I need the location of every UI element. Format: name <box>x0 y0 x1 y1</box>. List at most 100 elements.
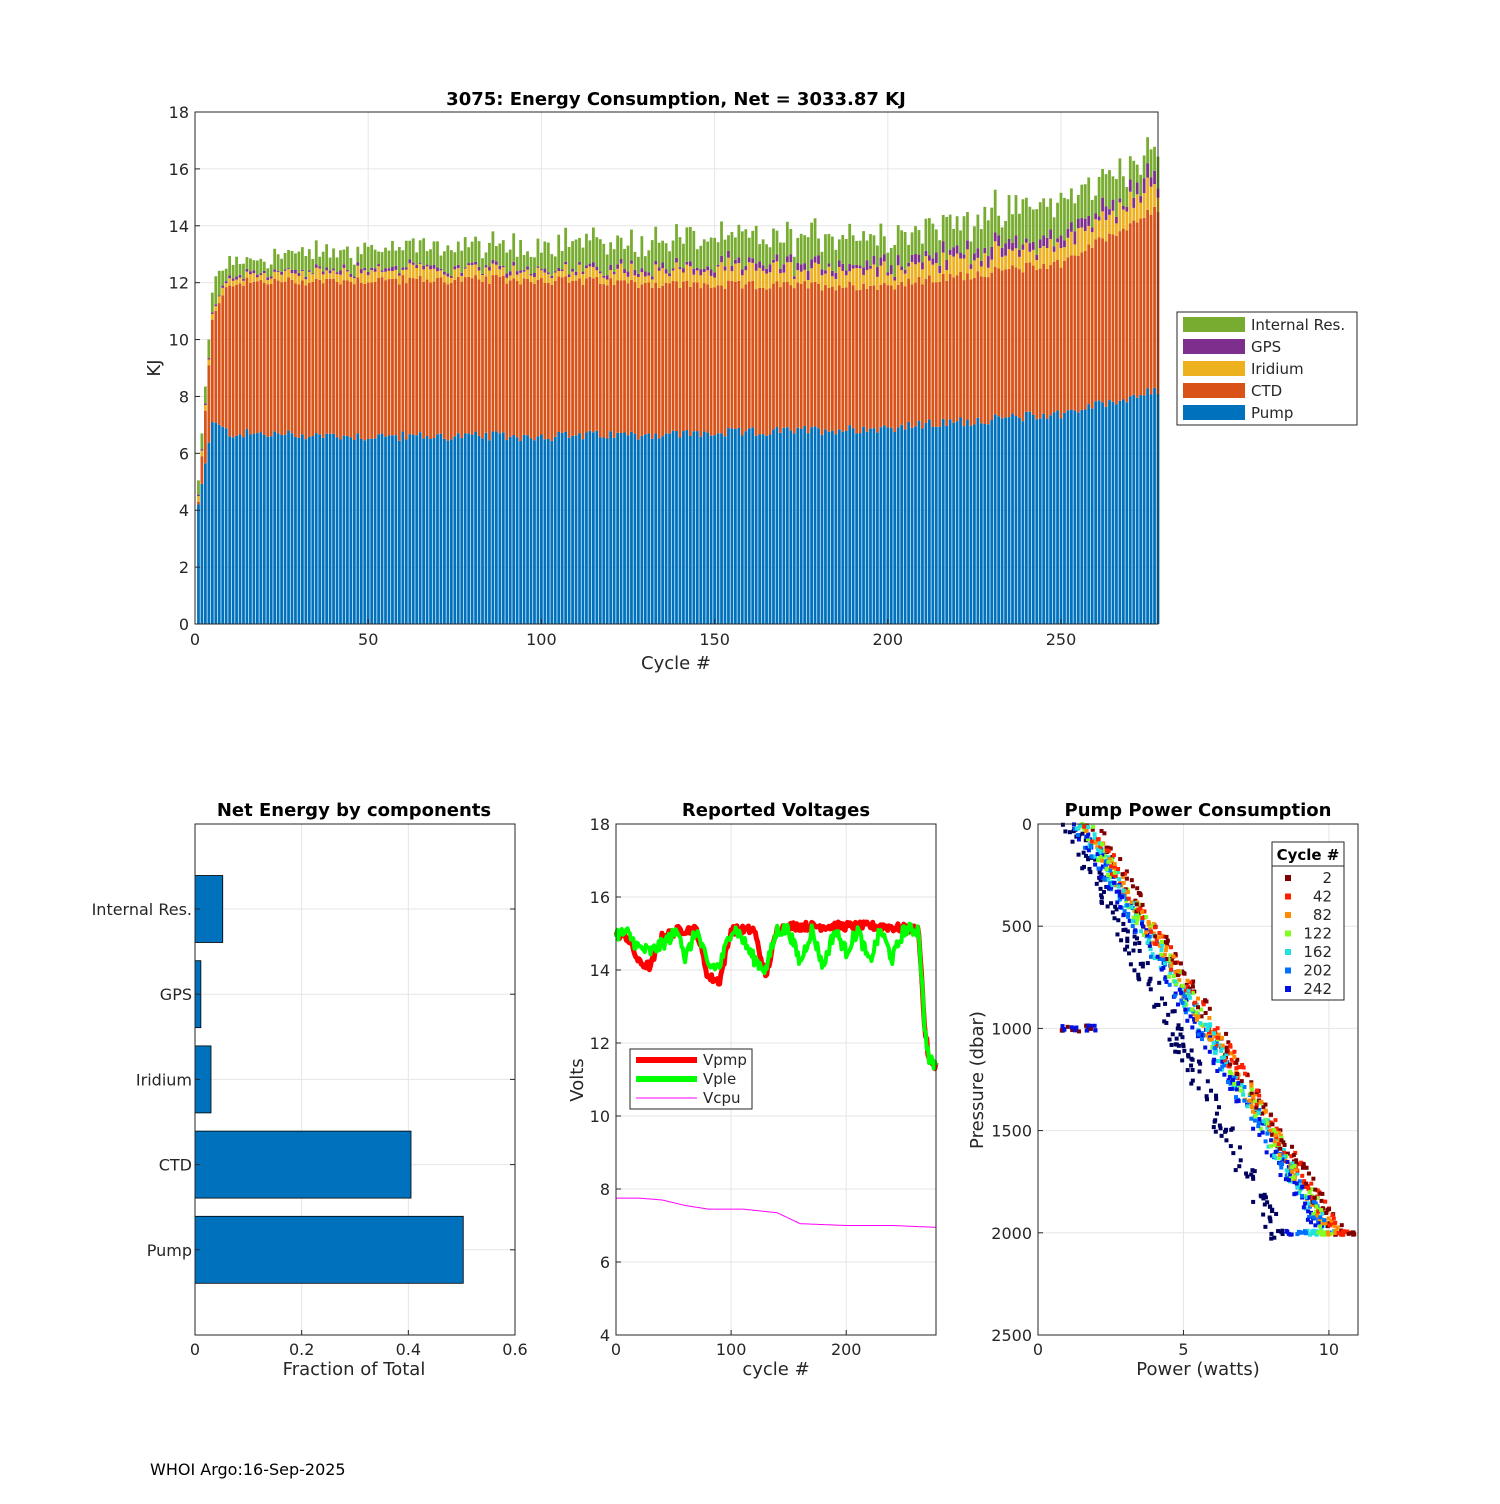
bar-segment-iridium <box>356 265 360 278</box>
bar-segment-iridium <box>664 273 668 283</box>
bar-segment-gps <box>540 269 543 271</box>
scatter-point <box>1097 841 1102 846</box>
bar-segment-ctd <box>761 287 765 435</box>
scatter-point <box>1295 1171 1300 1176</box>
bar-segment-iridium <box>519 272 523 285</box>
bar-segment-pump <box>619 432 623 624</box>
bar-segment-iridium <box>463 268 467 278</box>
scatter-point <box>1273 1118 1278 1123</box>
energy-ytick-label: 18 <box>169 103 189 122</box>
bar-segment-iridium <box>259 275 263 281</box>
scatter-point <box>1113 874 1118 879</box>
scatter-point <box>1258 1126 1263 1131</box>
scatter-point <box>1082 824 1087 829</box>
scatter-point <box>1249 1080 1254 1085</box>
bar-segment-pump <box>342 435 346 624</box>
bar-segment-pump <box>370 438 374 624</box>
scatter-point-dark <box>1211 1125 1216 1130</box>
bar-segment-ctd <box>737 280 741 428</box>
scatter-point <box>1228 1071 1233 1076</box>
bar-segment-pump <box>217 424 221 624</box>
scatter-point-dark <box>1237 1145 1242 1150</box>
pump-xtick-label: 10 <box>1319 1340 1339 1359</box>
legend-swatch-internal <box>1183 317 1245 332</box>
scatter-point <box>1174 970 1179 975</box>
scatter-point <box>1249 1082 1254 1087</box>
bar-segment-internal <box>633 251 637 270</box>
bar-segment-ctd <box>1014 267 1018 417</box>
bar-segment-internal <box>439 255 443 269</box>
bar-segment-gps <box>373 268 377 272</box>
bar-segment-ctd <box>224 287 228 429</box>
scatter-point <box>1209 1032 1214 1037</box>
bar-segment-pump <box>654 433 658 624</box>
bar-segment-pump <box>657 438 661 624</box>
scatter-point-dark <box>1212 1119 1217 1124</box>
bar-segment-pump <box>682 431 685 624</box>
scatter-point <box>1098 875 1103 880</box>
bar-segment-pump <box>647 433 651 624</box>
bar-segment-internal <box>654 226 658 262</box>
bar-segment-internal <box>948 214 952 250</box>
bar-segment-pump <box>591 432 595 624</box>
bar-segment-internal <box>481 258 484 274</box>
bar-segment-iridium <box>1146 177 1149 210</box>
bar-segment-iridium <box>488 270 491 284</box>
bar-segment-ctd <box>456 276 460 434</box>
scatter-point <box>1228 1043 1233 1048</box>
bar-segment-internal <box>321 251 325 272</box>
bar-segment-gps <box>1118 198 1122 203</box>
bar-segment-internal <box>484 252 488 266</box>
legend-label-vcpu: Vcpu <box>703 1089 741 1107</box>
scatter-point <box>1169 967 1174 972</box>
scatter-point <box>1304 1181 1309 1186</box>
bar-segment-gps <box>449 275 453 278</box>
bar-segment-ctd <box>280 282 283 435</box>
bar-segment-pump <box>335 437 339 624</box>
bar-segment-pump <box>1090 408 1094 624</box>
bar-segment-gps <box>356 262 360 266</box>
scatter-point <box>1075 833 1080 838</box>
bar-segment-gps <box>612 272 616 275</box>
bar-segment-iridium <box>297 275 301 285</box>
bar-segment-ctd <box>730 280 734 429</box>
bar-segment-gps <box>1031 241 1035 250</box>
bar-segment-pump <box>882 425 886 624</box>
bar-segment-ctd <box>931 282 935 427</box>
scatter-point <box>1320 1221 1325 1226</box>
scatter-point <box>1126 914 1131 919</box>
bar-segment-pump <box>581 439 585 624</box>
bar-segment-pump <box>938 426 942 624</box>
scatter-point <box>1289 1154 1294 1159</box>
bar-segment-gps <box>848 264 852 272</box>
bar-segment-ctd <box>914 282 917 427</box>
bar-segment-iridium <box>661 268 665 286</box>
bar-segment-ctd <box>588 276 592 431</box>
bar-segment-iridium <box>688 266 692 287</box>
scatter-point <box>1196 1029 1201 1034</box>
bar-segment-pump <box>1125 402 1129 624</box>
bar-segment-internal <box>685 227 689 262</box>
bar-segment-pump <box>280 434 283 624</box>
bar-segment-iridium <box>827 266 831 288</box>
scatter-point <box>1076 837 1081 842</box>
bar-segment-gps <box>834 272 838 279</box>
bar-segment-internal <box>318 256 322 267</box>
bar-segment-ctd <box>796 282 800 428</box>
bar-segment-internal <box>1042 198 1046 236</box>
bar-segment-internal <box>311 258 315 274</box>
scatter-point <box>1121 888 1126 893</box>
scatter-point-dark <box>1099 872 1104 877</box>
scatter-point <box>1122 871 1127 876</box>
bar-segment-pump <box>668 433 671 624</box>
bar-segment-ctd <box>439 277 443 434</box>
bar-segment-gps <box>865 260 869 271</box>
bar-segment-ctd <box>526 278 529 436</box>
bar-segment-internal <box>751 230 755 259</box>
pump-legend-marker <box>1285 912 1291 918</box>
bar-segment-ctd <box>449 282 453 440</box>
scatter-point <box>1118 857 1123 862</box>
scatter-point-tail <box>1346 1231 1351 1236</box>
bar-segment-ctd <box>540 278 543 435</box>
